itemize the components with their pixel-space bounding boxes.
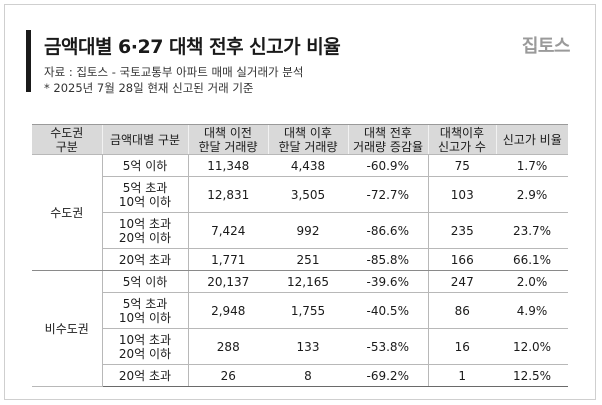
- high-ratio-cell: 2.0%: [496, 270, 568, 293]
- range-cell: 5억 초과 10억 이하: [102, 292, 189, 329]
- region-cell: 비수도권: [32, 270, 103, 387]
- high-ratio-cell: 12.5%: [496, 364, 568, 387]
- volume-before-cell: 7,424: [188, 212, 268, 249]
- table-row: 20억 초과 1,771 251 -85.8% 166 66.1%: [32, 248, 568, 271]
- change-cell: -53.8%: [348, 328, 429, 365]
- range-cell: 20억 초과: [102, 364, 189, 387]
- volume-before-cell: 20,137: [188, 270, 268, 293]
- table-header-row: 수도권 구분 금액대별 구분 대책 이전 한달 거래량 대책 이후 한달 거래량 대책…: [32, 124, 568, 155]
- table-row: 10억 초과 20억 이하 288 133 -53.8% 16 12.0%: [32, 328, 568, 365]
- volume-after-cell: 3,505: [268, 176, 348, 213]
- change-cell: -39.6%: [348, 270, 429, 293]
- change-cell: -69.2%: [348, 364, 429, 387]
- table-row: 비수도권 5억 이하 20,137 12,165 -39.6% 247 2.0%: [32, 270, 568, 387]
- page-title: 금액대별 6·27 대책 전후 신고가 비율: [44, 36, 341, 58]
- table-row: 10억 초과 20억 이하 7,424 992 -86.6% 235 23.7%: [32, 212, 568, 249]
- high-count-cell: 247: [428, 270, 496, 293]
- header-region: 수도권 구분: [32, 124, 102, 155]
- volume-after-cell: 251: [268, 248, 348, 271]
- volume-after-cell: 1,755: [268, 292, 348, 329]
- region-cell: 수도권: [32, 154, 103, 271]
- volume-after-cell: 8: [268, 364, 348, 387]
- change-cell: -85.8%: [348, 248, 429, 271]
- high-count-cell: 103: [428, 176, 496, 213]
- high-count-cell: 16: [428, 328, 496, 365]
- header-high-count: 대책이후 신고가 수: [427, 124, 496, 155]
- high-ratio-cell: 2.9%: [496, 176, 568, 213]
- header-volume-before: 대책 이전 한달 거래량: [187, 124, 268, 155]
- table-row: 수도권 5억 이하 11,348 4,438 -60.9% 75 1.7%: [32, 154, 568, 271]
- volume-after-cell: 4,438: [268, 154, 348, 177]
- high-ratio-cell: 12.0%: [496, 328, 568, 365]
- volume-after-cell: 992: [268, 212, 348, 249]
- figure-frame: [4, 4, 596, 400]
- high-count-cell: 75: [428, 154, 496, 177]
- high-count-cell: 166: [428, 248, 496, 271]
- table-row: 20억 초과 26 8 -69.2% 1 12.5%: [32, 364, 568, 387]
- volume-before-cell: 26: [188, 364, 268, 387]
- header-price-range: 금액대별 구분: [101, 124, 188, 155]
- high-ratio-cell: 4.9%: [496, 292, 568, 329]
- change-cell: -86.6%: [348, 212, 429, 249]
- table-row: 5억 초과 10억 이하 2,948 1,755 -40.5% 86 4.9%: [32, 292, 568, 329]
- range-cell: 20억 초과: [102, 248, 189, 271]
- high-ratio-cell: 1.7%: [496, 154, 568, 177]
- header-volume-after: 대책 이후 한달 거래량: [267, 124, 348, 155]
- range-cell: 10억 초과 20억 이하: [102, 328, 189, 365]
- table-row: 5억 초과 10억 이하 12,831 3,505 -72.7% 103 2.9%: [32, 176, 568, 213]
- change-cell: -72.7%: [348, 176, 429, 213]
- header-change-rate: 대책 전후 거래량 증감율: [347, 124, 428, 155]
- volume-after-cell: 12,165: [268, 270, 348, 293]
- range-cell: 10억 초과 20억 이하: [102, 212, 189, 249]
- high-count-cell: 235: [428, 212, 496, 249]
- title-accent-bar: [26, 30, 31, 92]
- volume-before-cell: 288: [188, 328, 268, 365]
- range-cell: 5억 이하: [102, 270, 189, 293]
- high-ratio-cell: 66.1%: [496, 248, 568, 271]
- high-count-cell: 86: [428, 292, 496, 329]
- high-ratio-cell: 23.7%: [496, 212, 568, 249]
- range-cell: 5억 이하: [102, 154, 189, 177]
- change-cell: -40.5%: [348, 292, 429, 329]
- volume-before-cell: 12,831: [188, 176, 268, 213]
- volume-before-cell: 1,771: [188, 248, 268, 271]
- header-high-ratio: 신고가 비율: [495, 124, 568, 155]
- data-table: 수도권 구분 금액대별 구분 대책 이전 한달 거래량 대책 이후 한달 거래량 대책…: [32, 124, 568, 387]
- footnote: * 2025년 7월 28일 현재 신고된 거래 기준: [44, 81, 254, 95]
- change-cell: -60.9%: [348, 154, 429, 177]
- volume-after-cell: 133: [268, 328, 348, 365]
- high-count-cell: 1: [428, 364, 496, 387]
- source-note: 자료 : 집토스 - 국토교통부 아파트 매매 실거래가 분석: [44, 65, 304, 79]
- volume-before-cell: 11,348: [188, 154, 268, 177]
- range-cell: 5억 초과 10억 이하: [102, 176, 189, 213]
- brand-logo: 집토스: [521, 36, 571, 57]
- volume-before-cell: 2,948: [188, 292, 268, 329]
